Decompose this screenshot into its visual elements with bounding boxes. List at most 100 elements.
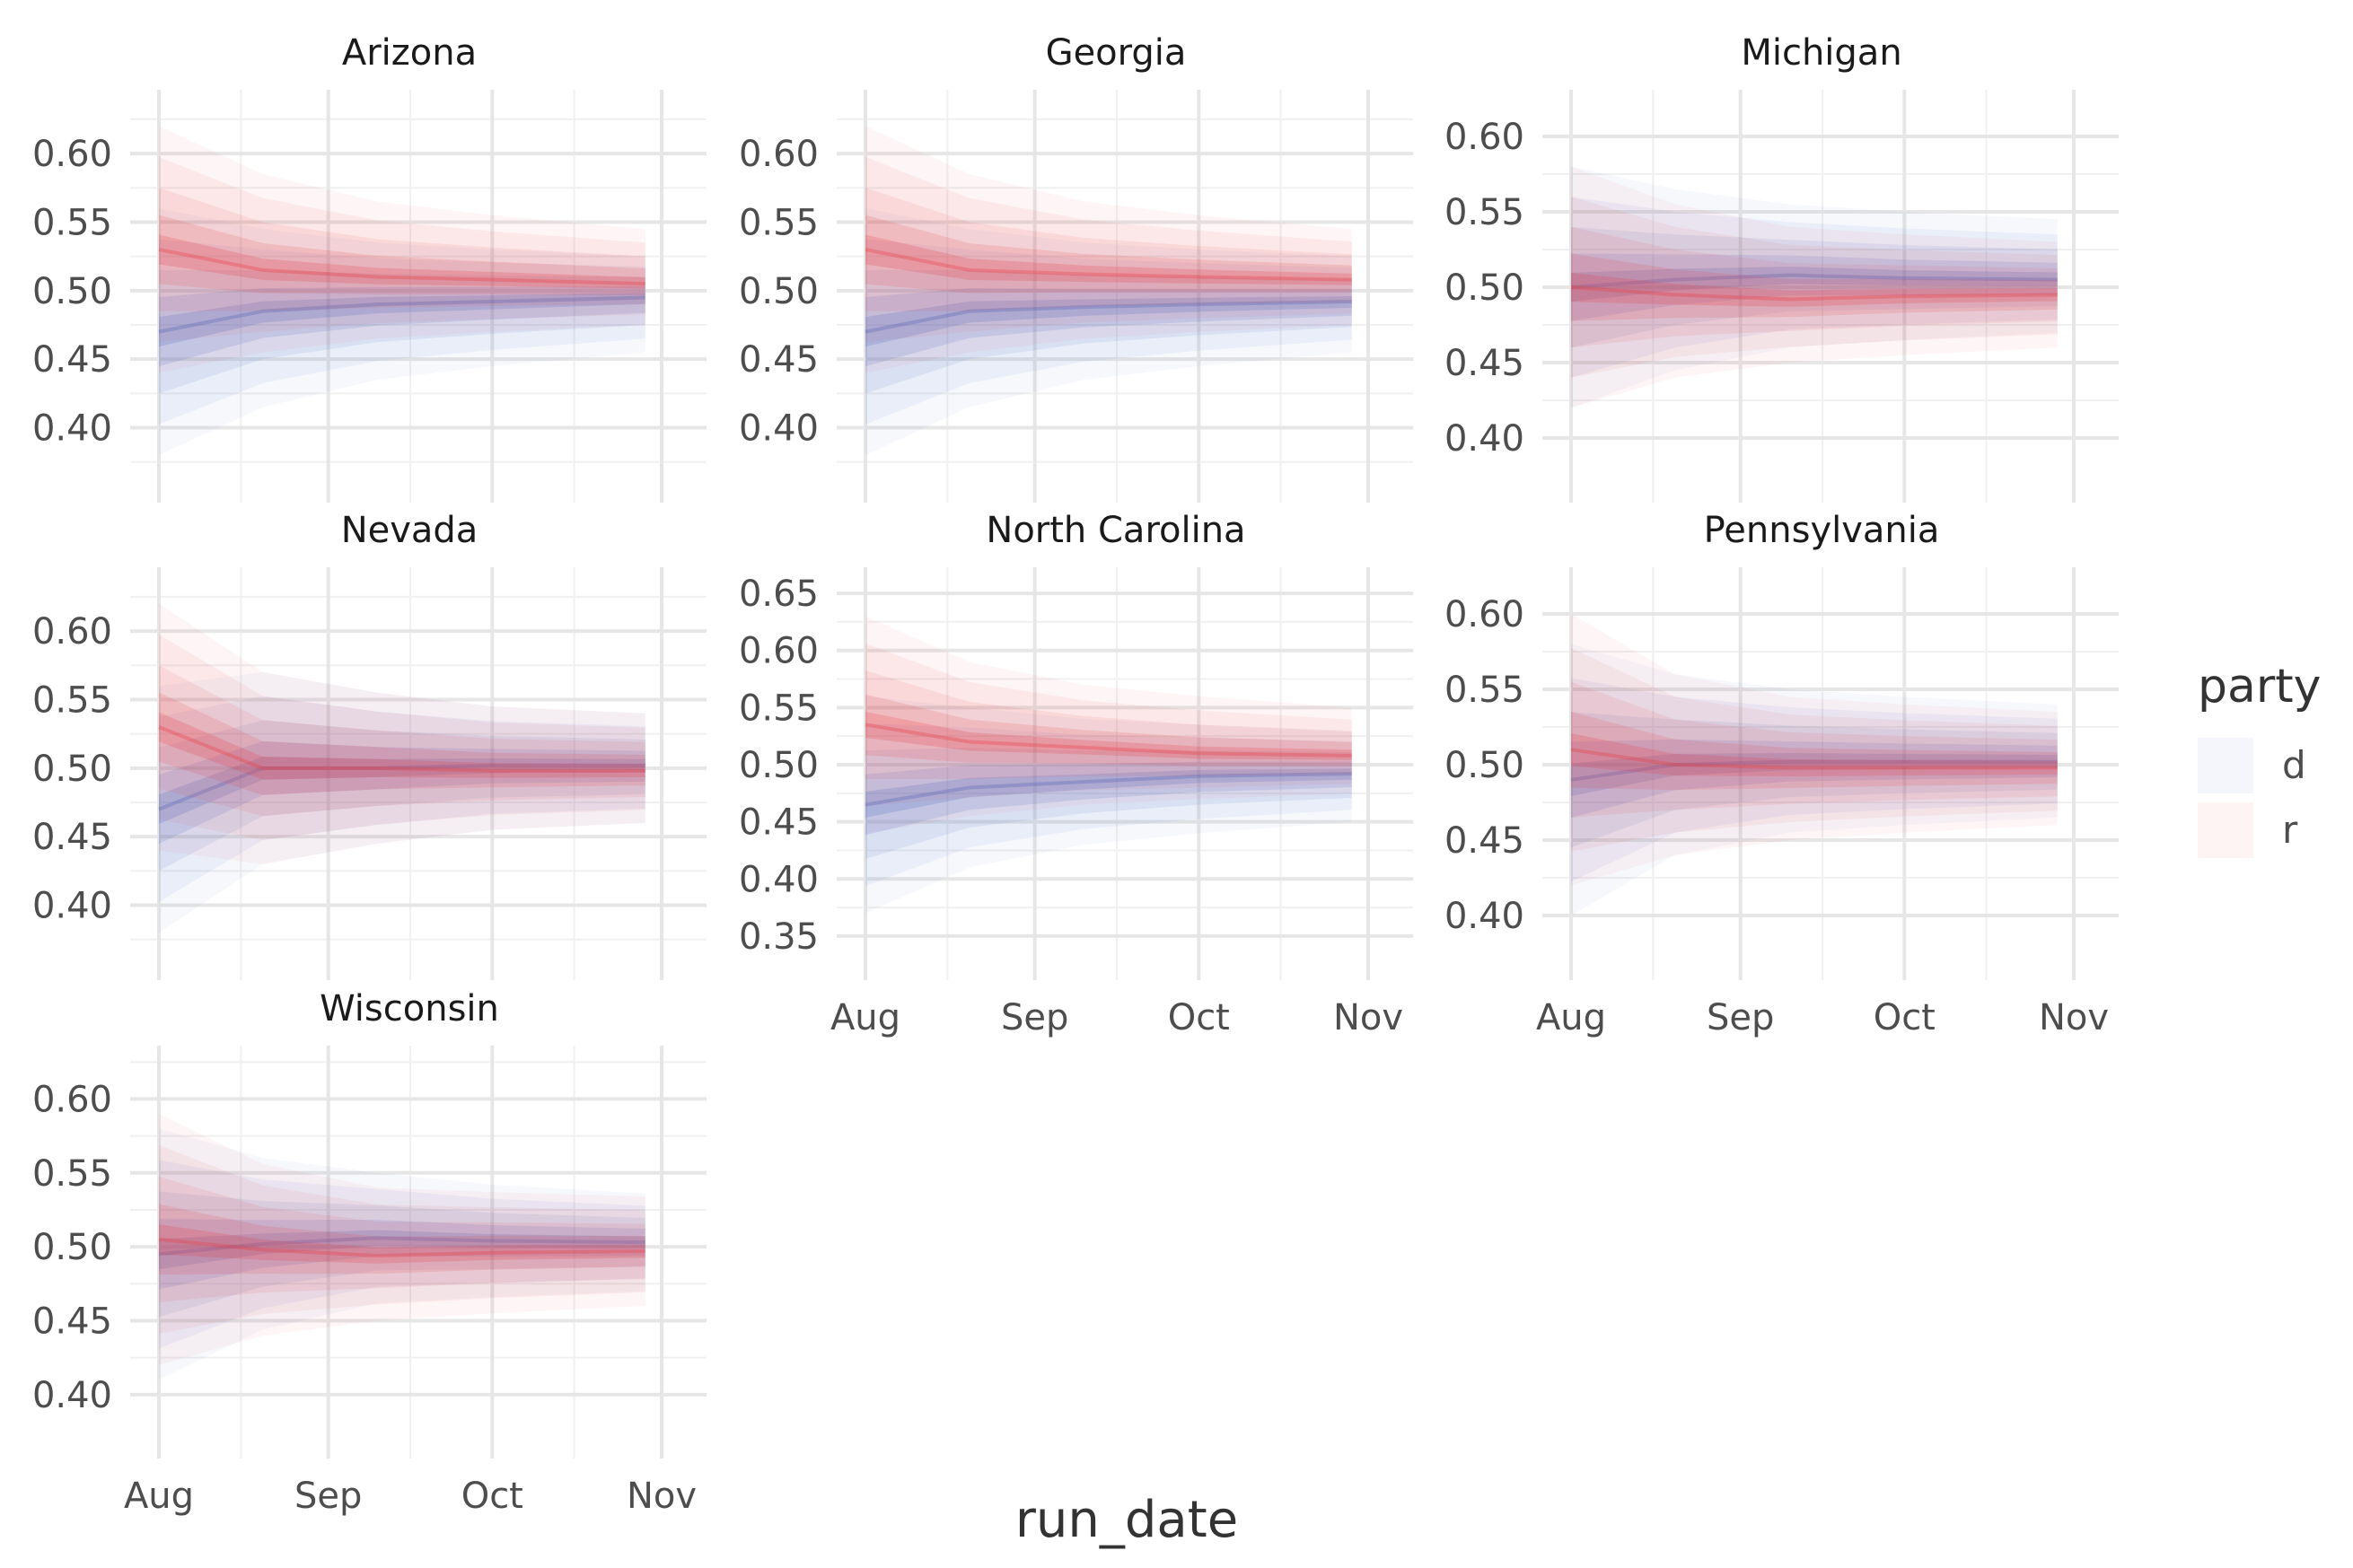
median-line-d [1570, 273, 2058, 289]
y-tick-label: 0.45 [32, 817, 112, 858]
band-d [159, 285, 645, 367]
x-tick-label: Nov [2039, 997, 2109, 1038]
band-r [1571, 226, 2058, 348]
median-line-d [158, 1236, 645, 1257]
y-tick-label: 0.55 [32, 202, 112, 243]
y-tick-label: 0.50 [32, 271, 112, 312]
legend: party dr [2198, 660, 2321, 858]
band-r [865, 711, 1352, 760]
band-r [1571, 614, 2058, 886]
band-d [1571, 644, 2058, 915]
x-tick-label: Oct [1874, 997, 1936, 1038]
y-tick-label: 0.40 [1444, 896, 1524, 937]
panel-nevada: Nevada 0.40 0.45 0.50 0.55 0.60 [32, 510, 707, 980]
y-tick-label: 0.60 [1444, 594, 1524, 635]
band-r [1571, 197, 2058, 378]
y-tick-label: 0.60 [1444, 117, 1524, 158]
band-r [1571, 272, 2058, 307]
panel-title: Pennsylvania [1704, 510, 1940, 551]
band-d [865, 269, 1352, 394]
legend-label-d: d [2282, 743, 2306, 787]
y-tick-label: 0.40 [739, 859, 819, 900]
band-d [865, 696, 1352, 914]
y-tick-label: 0.40 [1444, 418, 1524, 460]
legend-key-d [2198, 738, 2253, 793]
y-tick-label: 0.45 [739, 802, 819, 844]
band-r [1571, 733, 2058, 777]
band-d [159, 720, 645, 872]
y-tick-label: 0.55 [739, 688, 819, 729]
panel-pennsylvania: Pennsylvania 0.40 0.45 0.50 0.55 0.60 Aug Sep Oc… [1444, 510, 2119, 1038]
median-line-d [865, 300, 1352, 334]
band-d [159, 740, 645, 845]
panel-title: Georgia [1046, 32, 1187, 74]
y-tick-label: 0.60 [739, 631, 819, 672]
median-line-r [1570, 748, 2058, 770]
y-tick-label: 0.50 [739, 271, 819, 312]
band-d [1571, 678, 2058, 882]
band-r [159, 665, 645, 817]
band-r [865, 188, 1352, 311]
x-tick-label: Aug [830, 997, 900, 1038]
band-d [1571, 739, 2058, 819]
y-tick-label: 0.55 [1444, 670, 1524, 711]
x-tick-label: Sep [1707, 997, 1774, 1038]
panel-arizona: Arizona 0.40 0.45 0.50 0.55 0.60 [32, 32, 707, 503]
y-tick-label: 0.45 [1444, 343, 1524, 384]
band-r [159, 692, 645, 795]
y-tick-label: 0.45 [739, 339, 819, 381]
band-d [1571, 267, 2058, 302]
band-r [159, 712, 645, 780]
band-d [1571, 197, 2058, 378]
panel-michigan: Michigan 0.40 0.45 0.50 0.55 0.60 [1444, 32, 2119, 503]
band-r [865, 643, 1352, 807]
y-tick-label: 0.50 [32, 1227, 112, 1268]
median-line-d [158, 295, 645, 334]
band-r [159, 1113, 645, 1365]
band-r [865, 215, 1352, 293]
x-tick-label: Nov [627, 1476, 697, 1517]
legend-key-r [2198, 802, 2253, 858]
y-tick-label: 0.40 [739, 408, 819, 450]
band-r [159, 1204, 645, 1275]
median-line-r [158, 248, 645, 286]
band-d [1571, 226, 2058, 348]
band-r [159, 188, 645, 311]
x-tick-label: Sep [294, 1476, 362, 1517]
band-r [1571, 166, 2058, 408]
y-tick-label: 0.65 [739, 574, 819, 615]
band-d [159, 239, 645, 425]
y-tick-label: 0.50 [32, 749, 112, 790]
panel-georgia: Georgia 0.40 0.45 0.50 0.55 0.60 [739, 32, 1413, 503]
panel-title: Nevada [341, 510, 479, 551]
panel-north-carolina: North Carolina 0.35 0.40 0.45 0.50 0.55 0.60 0.… [739, 510, 1413, 1038]
median-line-r [865, 248, 1352, 282]
x-tick-label: Oct [1168, 997, 1230, 1038]
y-tick-label: 0.50 [739, 745, 819, 786]
median-line-d [158, 763, 645, 811]
band-r [159, 1224, 645, 1264]
y-tick-label: 0.55 [739, 202, 819, 243]
median-line-r [865, 723, 1352, 758]
band-d [1571, 712, 2058, 848]
band-d [1571, 166, 2058, 408]
panel-title: Michigan [1741, 32, 1901, 74]
band-r [865, 234, 1352, 285]
y-tick-label: 0.40 [32, 1375, 112, 1416]
legend-label-r: r [2282, 808, 2298, 852]
band-r [159, 156, 645, 343]
y-tick-label: 0.50 [1444, 267, 1524, 309]
band-d [865, 208, 1352, 456]
median-line-d [1570, 759, 2058, 782]
band-d [1571, 253, 2058, 321]
band-d [865, 239, 1352, 425]
band-d [159, 1160, 645, 1349]
y-tick-label: 0.55 [1444, 192, 1524, 233]
band-d [865, 768, 1352, 819]
band-r [865, 670, 1352, 779]
band-r [1571, 681, 2058, 818]
x-axis-title: run_date [1015, 1491, 1238, 1549]
band-r [865, 126, 1352, 373]
median-line-r [158, 725, 645, 773]
panel-title: Wisconsin [320, 988, 499, 1029]
